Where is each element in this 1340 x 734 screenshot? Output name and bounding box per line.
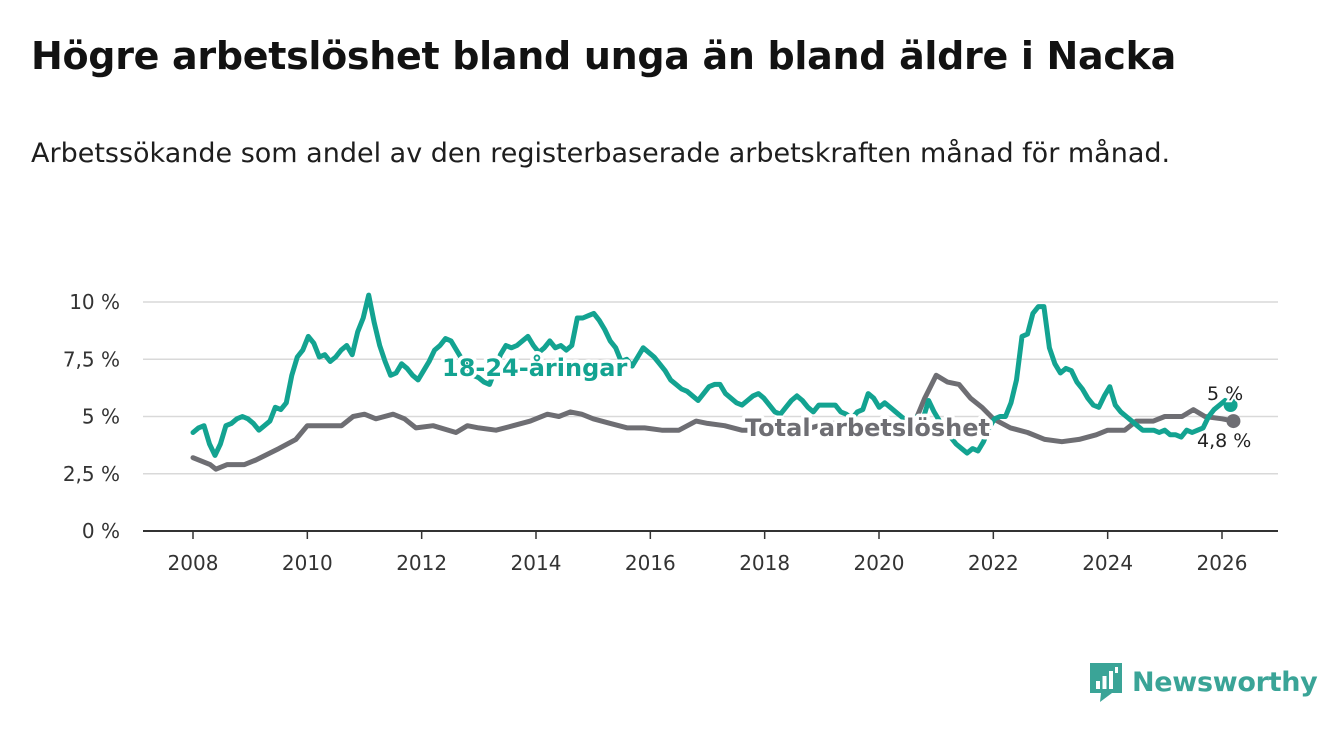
- x-tick-label: 2022: [968, 551, 1019, 575]
- youth-series-line-end-dot: [1223, 398, 1238, 413]
- gridlines: [143, 301, 1278, 475]
- chart-title: Högre arbetslöshet bland unga än bland ä…: [31, 34, 1176, 78]
- youth-end-label: 5 %: [1207, 383, 1243, 405]
- x-tick-label: 2016: [625, 551, 676, 575]
- x-tick-label: 2020: [854, 551, 905, 575]
- y-tick-label: 0 %: [82, 519, 120, 543]
- total-series-line: [190, 372, 1236, 472]
- x-tick-label: 2026: [1197, 551, 1248, 575]
- series-lines: [190, 292, 1241, 472]
- youth-series-line: [190, 292, 1234, 458]
- newsworthy-logo: Newsworthy: [1088, 661, 1318, 703]
- y-tick-label: 7,5 %: [63, 347, 120, 371]
- total-series-line-end-dot: [1226, 414, 1241, 429]
- youth-series-label: 18-24-åringar: [442, 353, 627, 382]
- y-tick-label: 10 %: [69, 290, 120, 314]
- x-tick-label: 2010: [282, 551, 333, 575]
- x-tick-label: 2014: [511, 551, 562, 575]
- newsworthy-chart-icon: [1090, 663, 1122, 702]
- x-tick-label: 2024: [1082, 551, 1133, 575]
- brand-name: Newsworthy: [1132, 666, 1318, 698]
- axes: 0 % 2,5 % 5 % 7,5 % 10 % 2008 2010 2012 2014 2016…: [63, 290, 1278, 575]
- series-labels: 18-24-åringar Total arbetslöshet 5 % 4,8 %: [439, 350, 1254, 455]
- x-tick-label: 2012: [396, 551, 447, 575]
- chart-subtitle: Arbetssökande som andel av den registerb…: [31, 138, 1171, 169]
- total-series-label: Total arbetslöshet: [745, 414, 990, 442]
- x-tick-label: 2008: [168, 551, 219, 575]
- total-end-label: 4,8 %: [1197, 430, 1251, 452]
- x-tick-label: 2018: [739, 551, 790, 575]
- y-tick-label: 5 %: [82, 405, 120, 429]
- y-tick-label: 2,5 %: [63, 462, 120, 486]
